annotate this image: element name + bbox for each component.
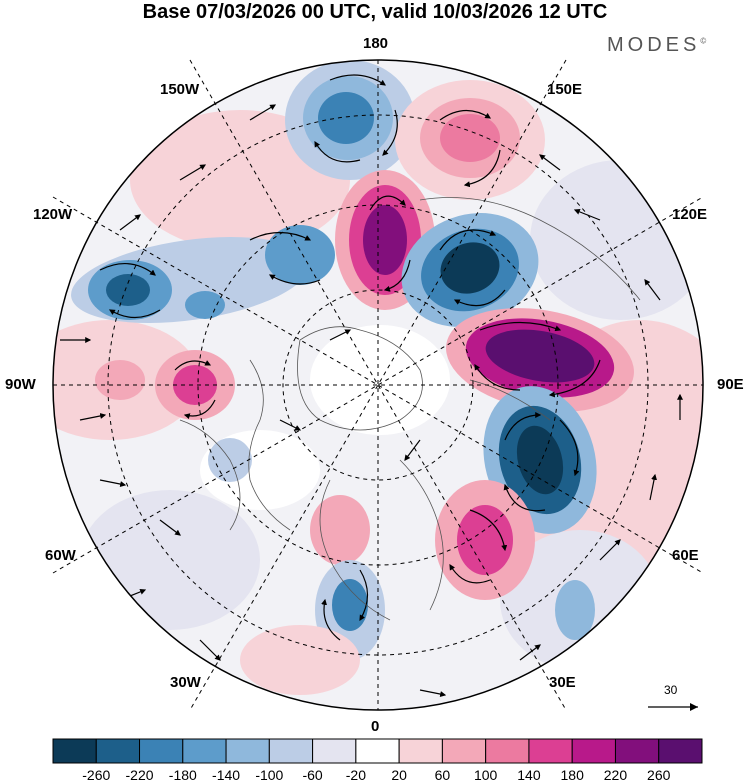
- wind-vectors: [60, 74, 683, 698]
- map-title: Base 07/03/2026 00 UTC, valid 10/03/2026…: [142, 1, 608, 23]
- anomaly-region: [173, 365, 217, 405]
- lon-label-60e: 60E: [672, 547, 699, 564]
- colorbar-swatch: [355, 738, 400, 764]
- lon-label-90w: 90W: [5, 376, 36, 393]
- colorbar-swatch: [268, 738, 314, 764]
- colorbar-tick-label: 60: [434, 767, 451, 783]
- colorbar-swatch: [182, 738, 227, 764]
- colorbar-tick-label: 220: [603, 767, 628, 783]
- colorbar-tick-label: -220: [125, 767, 154, 783]
- anomaly-field: [53, 60, 703, 710]
- colorbar-swatch: [571, 738, 616, 764]
- colorbar: [52, 738, 703, 764]
- map-boundary: [52, 59, 704, 711]
- anomaly-region: [240, 625, 360, 695]
- anomaly-region: [310, 495, 370, 565]
- anomaly-region: [95, 360, 145, 400]
- anomaly-region: [457, 505, 513, 575]
- graticule: [52, 59, 704, 711]
- colorbar-tick-label: 260: [647, 767, 671, 783]
- colorbar-tick-label: -180: [168, 767, 197, 783]
- colorbar-swatch: [614, 738, 660, 764]
- brand-name: MODES: [607, 34, 701, 56]
- lon-label-120w: 120W: [33, 206, 73, 223]
- anomaly-region: [530, 160, 703, 320]
- anomaly-region: [318, 92, 374, 144]
- colorbar-swatch: [658, 738, 703, 764]
- anomaly-region: [363, 205, 407, 275]
- anomaly-region: [485, 329, 595, 383]
- reference-vector: [648, 703, 698, 711]
- colorbar-swatch: [398, 738, 443, 764]
- lon-label-30w: 30W: [170, 674, 201, 691]
- colorbar-tick-label: -140: [212, 767, 241, 783]
- lon-label-180: 180: [363, 35, 389, 52]
- anomaly-region: [265, 225, 335, 285]
- colorbar-tick-label: 140: [517, 767, 541, 783]
- anomaly-region: [555, 580, 595, 640]
- lon-label-30e: 30E: [549, 674, 576, 691]
- lon-label-0: 0: [371, 718, 380, 735]
- colorbar-swatch: [139, 738, 184, 764]
- lon-label-60w: 60W: [45, 547, 76, 564]
- lon-label-150w: 150W: [160, 81, 200, 98]
- colorbar-swatch: [312, 738, 357, 764]
- anomaly-region: [106, 274, 150, 306]
- lon-label-120e: 120E: [672, 206, 708, 223]
- colorbar-swatch: [485, 738, 530, 764]
- colorbar-swatch: [528, 738, 573, 764]
- anomaly-region: [440, 242, 500, 294]
- colorbar-tick-label: -100: [255, 767, 284, 783]
- lon-label-150e: 150E: [547, 81, 583, 98]
- colorbar-tick-label: 100: [473, 767, 498, 783]
- colorbar-swatch: [225, 738, 270, 764]
- anomaly-region: [516, 425, 564, 495]
- lon-label-90e: 90E: [717, 376, 744, 393]
- brand-mark: ©: [700, 36, 707, 46]
- anomaly-region: [80, 490, 260, 630]
- colorbar-swatch: [52, 738, 97, 764]
- anomaly-region: [185, 291, 225, 319]
- colorbar-swatch: [441, 738, 487, 764]
- anomaly-region: [310, 325, 450, 435]
- colorbar-tick-label: 180: [560, 767, 584, 783]
- reference-vector-label: 30: [664, 683, 678, 697]
- anomaly-region: [332, 579, 368, 631]
- anomaly-region: [440, 114, 500, 162]
- coastlines: [179, 197, 641, 621]
- colorbar-tick-label: 20: [391, 767, 407, 783]
- colorbar-tick-label: -260: [82, 767, 111, 783]
- colorbar-swatch: [95, 738, 141, 764]
- modes-logo: MODES©: [607, 34, 706, 57]
- colorbar-tick-label: -60: [302, 767, 323, 783]
- colorbar-tick-label: -20: [345, 767, 366, 783]
